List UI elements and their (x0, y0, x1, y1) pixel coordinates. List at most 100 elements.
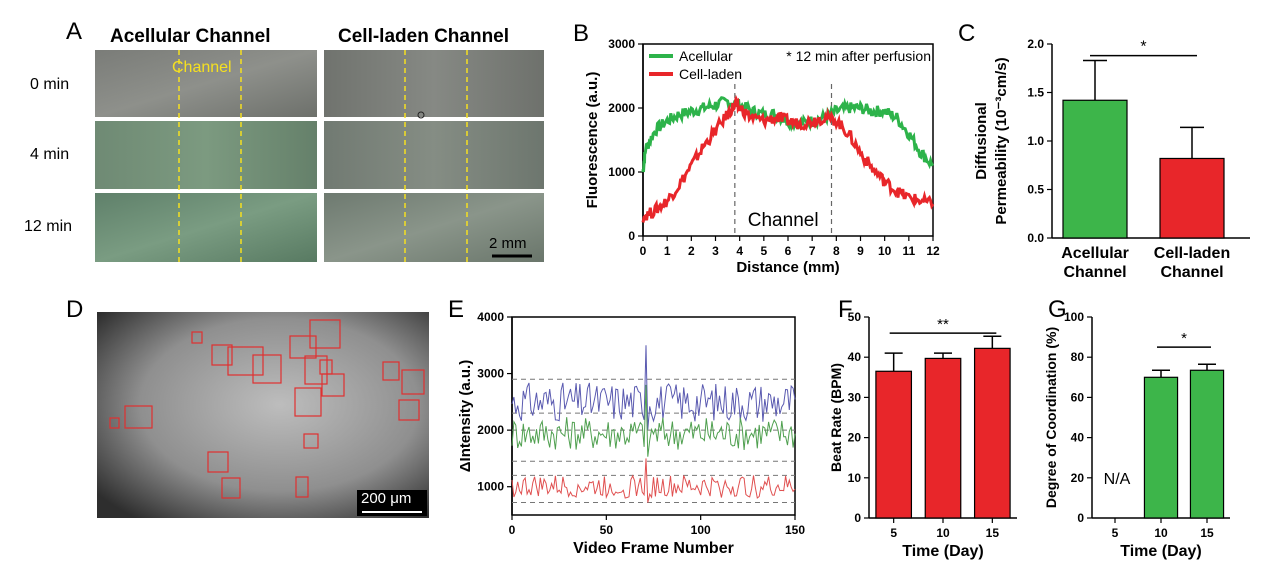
panel-a-row-label-1: 4 min (30, 146, 70, 163)
x-tick-label: 0 (509, 523, 516, 537)
roi-box (309, 319, 341, 349)
panel-a-scale-label: 2 mm (489, 235, 527, 252)
y-tick-label: 0.0 (1027, 231, 1044, 245)
roi-box (303, 433, 319, 449)
y-tick-label: 10 (848, 471, 862, 485)
y-tick-label: 3000 (477, 367, 504, 381)
roi-box (211, 344, 233, 366)
y-tick-label: 0 (854, 511, 861, 525)
y-tick-label: 3000 (608, 37, 635, 51)
panel-letter-g: G (1048, 296, 1067, 323)
chart-e: 1000 2000 3000 4000 0 50 100 150 Video Frame Num… (457, 310, 805, 557)
bar (1159, 157, 1225, 239)
panel-a-header-acellular: Acellular Channel (110, 26, 271, 47)
y-tick-label: 80 (1071, 350, 1085, 364)
panel-a-micrographs (95, 50, 544, 262)
y-tick-label: 20 (1071, 471, 1085, 485)
bubble-mark (417, 111, 425, 119)
x-tick-label: 9 (857, 244, 864, 258)
x-tick-label: 11 (902, 244, 915, 258)
y-tick-label: 1000 (477, 480, 504, 494)
chart-f: 0 10 20 30 40 50 5 10 15 ** Time (Day) Beat Rate (B… (828, 310, 1017, 560)
roi-box (321, 373, 345, 397)
na-label: N/A (1104, 471, 1131, 488)
roi-box (109, 417, 120, 429)
legend-label: Acellular (679, 48, 733, 64)
x-tick-label: 10 (1154, 526, 1168, 540)
roi-box (191, 331, 203, 344)
significance-marker: * (1181, 330, 1187, 347)
x-tick-label: 4 (736, 244, 743, 258)
y-tick-label: 30 (848, 390, 862, 404)
significance-marker: * (1140, 39, 1146, 56)
y-axis-label: Beat Rate (BPM) (828, 363, 844, 472)
y-tick-label: 100 (1064, 310, 1084, 324)
y-tick-label: 2.0 (1027, 37, 1044, 51)
y-axis-label: ΔIntensity (a.u.) (457, 360, 474, 472)
series-line-cell-laden (641, 94, 935, 223)
x-tick-label: 1 (664, 244, 671, 258)
y-tick-label: 40 (1071, 431, 1085, 445)
micrograph-background (97, 312, 429, 518)
panel-letter-a: A (66, 18, 83, 45)
y-tick-label: 2000 (608, 101, 635, 115)
bar (924, 357, 962, 519)
x-category-label: Acellular (1061, 245, 1129, 262)
x-tick-label: 10 (878, 244, 892, 258)
significance-marker: ** (937, 316, 949, 333)
y-tick-label: 1.5 (1027, 86, 1044, 100)
bar (1189, 369, 1225, 519)
micrograph-cell-laden-0min (324, 50, 544, 117)
x-tick-label: 50 (600, 523, 614, 537)
x-axis-label: Time (Day) (902, 543, 984, 560)
x-tick-label: 6 (785, 244, 792, 258)
x-category-label: Cell-laden (1154, 245, 1230, 262)
x-axis-label: Video Frame Number (573, 540, 734, 557)
y-tick-label: 20 (848, 431, 862, 445)
x-tick-label: 150 (785, 523, 805, 537)
roi-box (207, 451, 229, 473)
x-tick-label: 7 (809, 244, 816, 258)
roi-box (221, 477, 241, 499)
roi-box (252, 354, 282, 384)
intensity-trace (511, 345, 796, 430)
roi-box (398, 399, 420, 421)
y-tick-label: 0.5 (1027, 183, 1044, 197)
chart-g: 0 20 40 60 80 100 5 10 15 * Time (Day) Degree of Co… (1043, 310, 1230, 560)
y-axis-label: Degree of Coordination (%) (1043, 327, 1059, 508)
x-tick-label: 2 (688, 244, 695, 258)
panel-d-micrograph (97, 312, 429, 518)
panel-letter-d: D (66, 296, 84, 323)
legend-label: Cell-laden (679, 66, 742, 82)
x-category-label: Channel (1063, 264, 1126, 281)
roi-box (304, 355, 328, 385)
roi-boxes (109, 319, 425, 499)
micrograph-cell-laden-12min (324, 193, 544, 262)
panel-letter-e: E (448, 296, 465, 323)
y-tick-label: 50 (848, 310, 862, 324)
x-tick-label: 5 (1112, 526, 1119, 540)
y-tick-label: 2000 (477, 423, 504, 437)
panel-a-row-label-0: 0 min (30, 76, 70, 93)
y-tick-label: 1.0 (1027, 134, 1044, 148)
y-tick-label: 0 (628, 229, 635, 243)
micrograph-acellular-4min (95, 121, 317, 189)
x-tick-label: 12 (926, 244, 940, 258)
x-category-label: Channel (1160, 264, 1223, 281)
x-tick-label: 8 (833, 244, 840, 258)
panel-a-row-label-2: 12 min (24, 218, 73, 235)
x-tick-label: 10 (936, 526, 950, 540)
roi-box (124, 405, 153, 429)
x-tick-label: 15 (1200, 526, 1214, 540)
y-tick-label: 60 (1071, 390, 1085, 404)
x-tick-label: 100 (691, 523, 711, 537)
bar (973, 347, 1011, 519)
y-axis-label: Fluorescence (a.u.) (584, 72, 601, 209)
panel-letter-c: C (958, 20, 976, 47)
roi-box (295, 476, 309, 498)
roi-box (382, 361, 400, 381)
panel-a-channel-label: Channel (172, 59, 232, 76)
plot-frame (511, 316, 796, 516)
y-tick-label: 40 (848, 350, 862, 364)
